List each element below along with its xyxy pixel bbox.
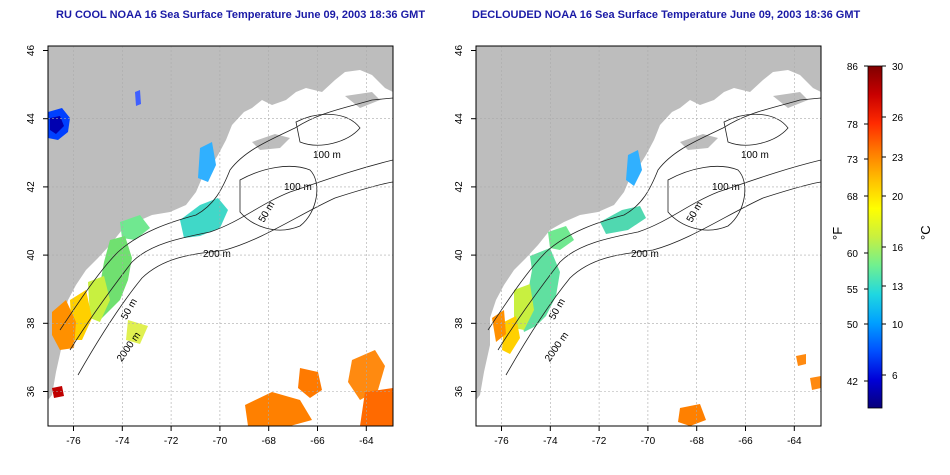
y-tick-label: 46 [454, 45, 465, 57]
x-tick-label: -70 [641, 436, 656, 447]
colorbar-f-labels: 86 78 73 68 60 55 50 42 [847, 62, 859, 388]
c-tick-label: 26 [892, 113, 904, 124]
y-tick-label: 40 [26, 249, 37, 261]
colorbar-f-unit: °F [830, 227, 845, 240]
contour-label-100m-b: 100 m [712, 182, 740, 193]
f-tick-label: 50 [847, 320, 859, 331]
grid-lines [476, 46, 821, 426]
f-tick-label: 68 [847, 192, 859, 203]
colorbar-c-labels: 30 26 23 20 16 13 10 6 [892, 62, 904, 382]
contour-label-100m-a: 100 m [313, 150, 341, 161]
x-tick-label: -66 [738, 436, 753, 447]
y-tick-label: 36 [26, 386, 37, 398]
f-tick-label: 73 [847, 155, 859, 166]
y-tick-label: 42 [26, 181, 37, 193]
y-tick-label: 36 [454, 386, 465, 398]
right-y-tick-labels: 36 38 40 42 44 46 [454, 45, 465, 398]
x-tick-label: -72 [164, 436, 179, 447]
left-x-tick-labels: -76 -74 -72 -70 -68 -66 -64 [66, 436, 374, 447]
right-map-frame [475, 45, 822, 427]
x-tick-label: -64 [787, 436, 802, 447]
c-tick-label: 30 [892, 62, 904, 73]
grid-lines [48, 46, 393, 426]
y-tick-label: 44 [454, 113, 465, 125]
x-tick-label: -68 [261, 436, 276, 447]
x-tick-label: -76 [66, 436, 81, 447]
right-axis-ticks [471, 50, 795, 431]
y-tick-label: 44 [26, 113, 37, 125]
contour-label-200m: 200 m [203, 249, 231, 260]
f-tick-label: 55 [847, 285, 859, 296]
c-tick-label: 16 [892, 243, 904, 254]
c-tick-label: 10 [892, 320, 904, 331]
y-tick-label: 38 [26, 317, 37, 329]
x-tick-label: -74 [115, 436, 130, 447]
bathymetry-contours [487, 97, 821, 376]
left-map-area: 100 m 100 m 50 m 200 m 50 m 2000 m [48, 46, 393, 426]
left-map-frame [47, 45, 394, 427]
x-tick-label: -74 [543, 436, 558, 447]
sst-patches [48, 90, 393, 426]
contour-label-200m: 200 m [631, 249, 659, 260]
y-tick-label: 46 [26, 45, 37, 57]
contour-label-100m-a: 100 m [741, 150, 769, 161]
right-map-title: DECLOUDED NOAA 16 Sea Surface Temperatur… [472, 9, 861, 21]
colorbar [867, 65, 883, 409]
colorbar-ticks [864, 65, 886, 382]
x-tick-label: -66 [310, 436, 325, 447]
f-tick-label: 42 [847, 377, 859, 388]
c-tick-label: 20 [892, 192, 904, 203]
y-tick-label: 38 [454, 317, 465, 329]
colorbar-c-unit: °C [918, 225, 933, 240]
f-tick-label: 86 [847, 62, 859, 73]
land-mass [48, 46, 393, 400]
y-tick-label: 42 [454, 181, 465, 193]
f-tick-label: 78 [847, 120, 859, 131]
x-tick-label: -64 [359, 436, 374, 447]
c-tick-label: 13 [892, 282, 904, 293]
left-y-tick-labels: 36 38 40 42 44 46 [26, 45, 37, 398]
f-tick-label: 60 [847, 249, 859, 260]
land-mass [476, 46, 821, 400]
x-tick-label: -68 [689, 436, 704, 447]
c-tick-label: 6 [892, 371, 898, 382]
x-tick-label: -76 [494, 436, 509, 447]
x-tick-label: -70 [213, 436, 228, 447]
c-tick-label: 23 [892, 153, 904, 164]
y-tick-label: 40 [454, 249, 465, 261]
right-map-area: 100 m 100 m 50 m 200 m 50 m 2000 m [476, 46, 821, 426]
x-tick-label: -72 [592, 436, 607, 447]
right-x-tick-labels: -76 -74 -72 -70 -68 -66 -64 [494, 436, 802, 447]
left-axis-ticks [43, 50, 367, 431]
left-map-title: RU COOL NOAA 16 Sea Surface Temperature … [56, 9, 426, 21]
contour-label-100m-b: 100 m [284, 182, 312, 193]
sst-patches [492, 150, 821, 426]
